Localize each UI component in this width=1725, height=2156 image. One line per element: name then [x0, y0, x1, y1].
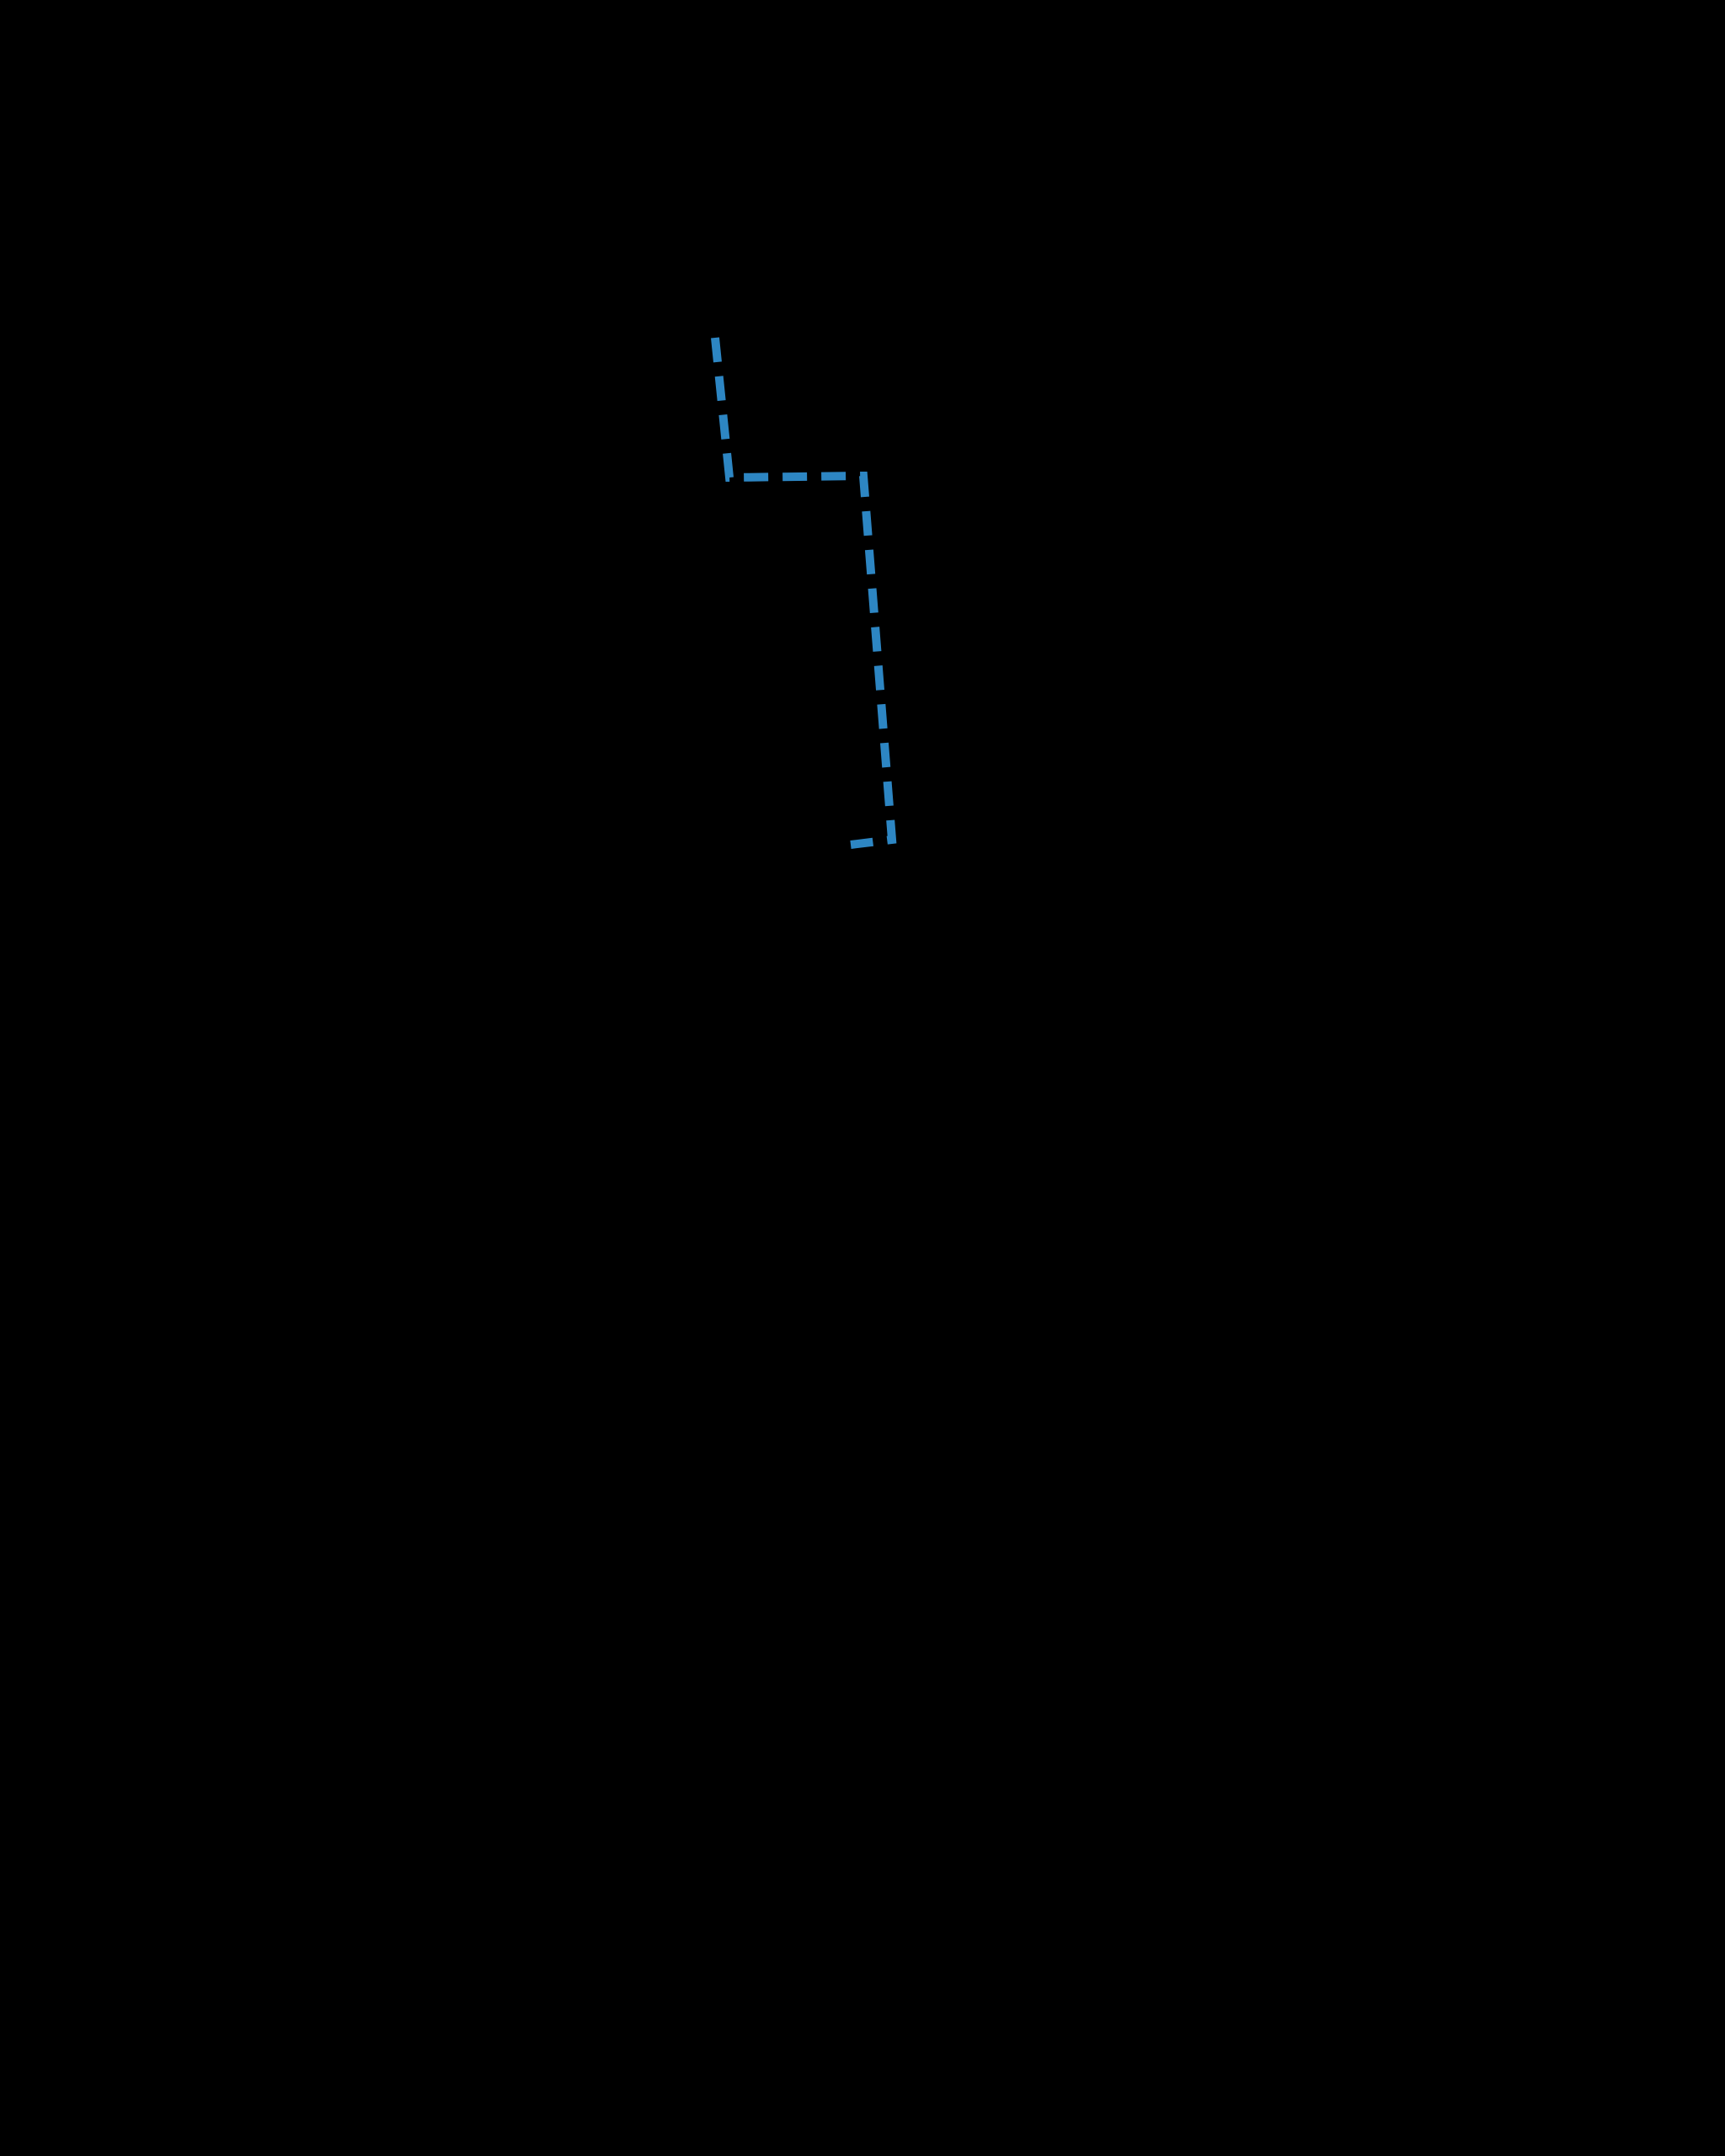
dashed-boundary-line	[711, 337, 897, 849]
